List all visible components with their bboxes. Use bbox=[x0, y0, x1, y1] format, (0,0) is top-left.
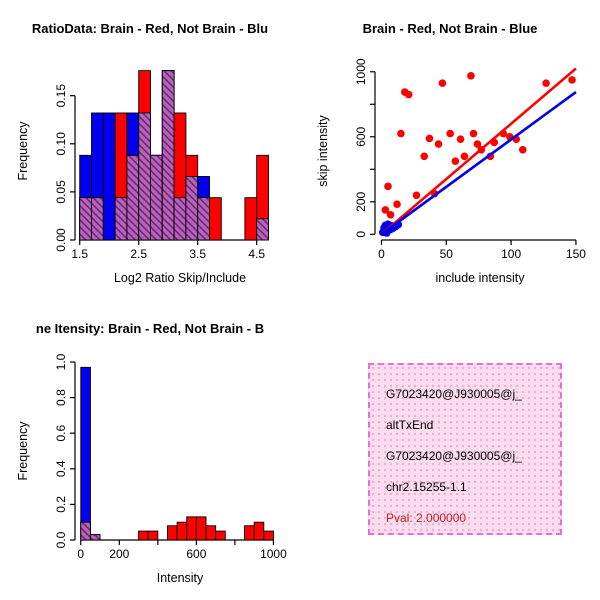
pval-line: Pval: 2.000000 bbox=[386, 511, 467, 525]
svg-text:1000: 1000 bbox=[260, 547, 287, 561]
panel-info: G7023420@J930005@j_ altTxEnd G7023420@J9… bbox=[300, 300, 600, 600]
panel-ratio-histogram: RatioData: Brain - Red, Not Brain - Blu … bbox=[0, 0, 300, 300]
gene-info-box: G7023420@J930005@j_ altTxEnd G7023420@J9… bbox=[368, 363, 562, 535]
svg-text:600: 600 bbox=[354, 126, 368, 146]
gene-intensity-title: ne Itensity: Brain - Red, Not Brain - B bbox=[35, 321, 265, 336]
ratio-histogram-title: RatioData: Brain - Red, Not Brain - Blu bbox=[31, 21, 269, 36]
svg-text:2.5: 2.5 bbox=[130, 247, 147, 261]
gene-intensity-xlabel: Intensity bbox=[156, 571, 204, 585]
svg-text:1.5: 1.5 bbox=[71, 247, 88, 261]
svg-text:1.0: 1.0 bbox=[54, 353, 68, 370]
svg-text:0: 0 bbox=[77, 547, 84, 561]
svg-text:0.15: 0.15 bbox=[54, 84, 68, 108]
svg-text:1000: 1000 bbox=[354, 58, 368, 85]
svg-text:0.4: 0.4 bbox=[54, 460, 68, 477]
gene-id-line-1: G7023420@J930005@j_ bbox=[386, 387, 522, 401]
svg-text:0.8: 0.8 bbox=[54, 389, 68, 406]
svg-text:4.5: 4.5 bbox=[248, 247, 265, 261]
panel-intensity-scatter: Brain - Red, Not Brain - Blue skip inten… bbox=[300, 0, 600, 300]
svg-text:100: 100 bbox=[501, 247, 521, 261]
svg-text:200: 200 bbox=[109, 547, 129, 561]
svg-text:0.2: 0.2 bbox=[54, 496, 68, 513]
svg-text:0.6: 0.6 bbox=[54, 425, 68, 442]
svg-text:50: 50 bbox=[440, 247, 454, 261]
scatter-xlabel: include intensity bbox=[435, 271, 525, 285]
svg-text:0.00: 0.00 bbox=[54, 228, 68, 252]
ratio-histogram-xlabel: Log2 Ratio Skip/Include bbox=[113, 271, 247, 285]
panel-gene-intensity-histogram: ne Itensity: Brain - Red, Not Brain - B … bbox=[0, 300, 300, 600]
svg-text:0.05: 0.05 bbox=[54, 180, 68, 204]
svg-text:3.5: 3.5 bbox=[189, 247, 206, 261]
intensity-scatter-plot: 0 50 100 150 0 200 600 1000 bbox=[354, 58, 586, 261]
event-type-line: altTxEnd bbox=[386, 418, 434, 432]
svg-text:0: 0 bbox=[378, 247, 385, 261]
svg-text:0.10: 0.10 bbox=[54, 132, 68, 156]
svg-text:200: 200 bbox=[354, 191, 368, 211]
svg-text:0: 0 bbox=[354, 231, 368, 238]
svg-text:600: 600 bbox=[186, 547, 206, 561]
scatter-title: Brain - Red, Not Brain - Blue bbox=[362, 21, 538, 36]
chromosome-location-line: chr2.15255-1.1 bbox=[386, 480, 467, 494]
gene-intensity-histogram-plot: 0 200 600 1000 0.0 0.2 0.4 0.6 0.8 1.0 bbox=[54, 353, 287, 561]
gene-id-line-2: G7023420@J930005@j_ bbox=[386, 449, 522, 463]
svg-text:150: 150 bbox=[566, 247, 586, 261]
ratio-histogram-plot: 1.5 2.5 3.5 4.5 0.00 0.05 0.10 0.15 bbox=[54, 70, 269, 261]
svg-text:0.0: 0.0 bbox=[54, 531, 68, 548]
